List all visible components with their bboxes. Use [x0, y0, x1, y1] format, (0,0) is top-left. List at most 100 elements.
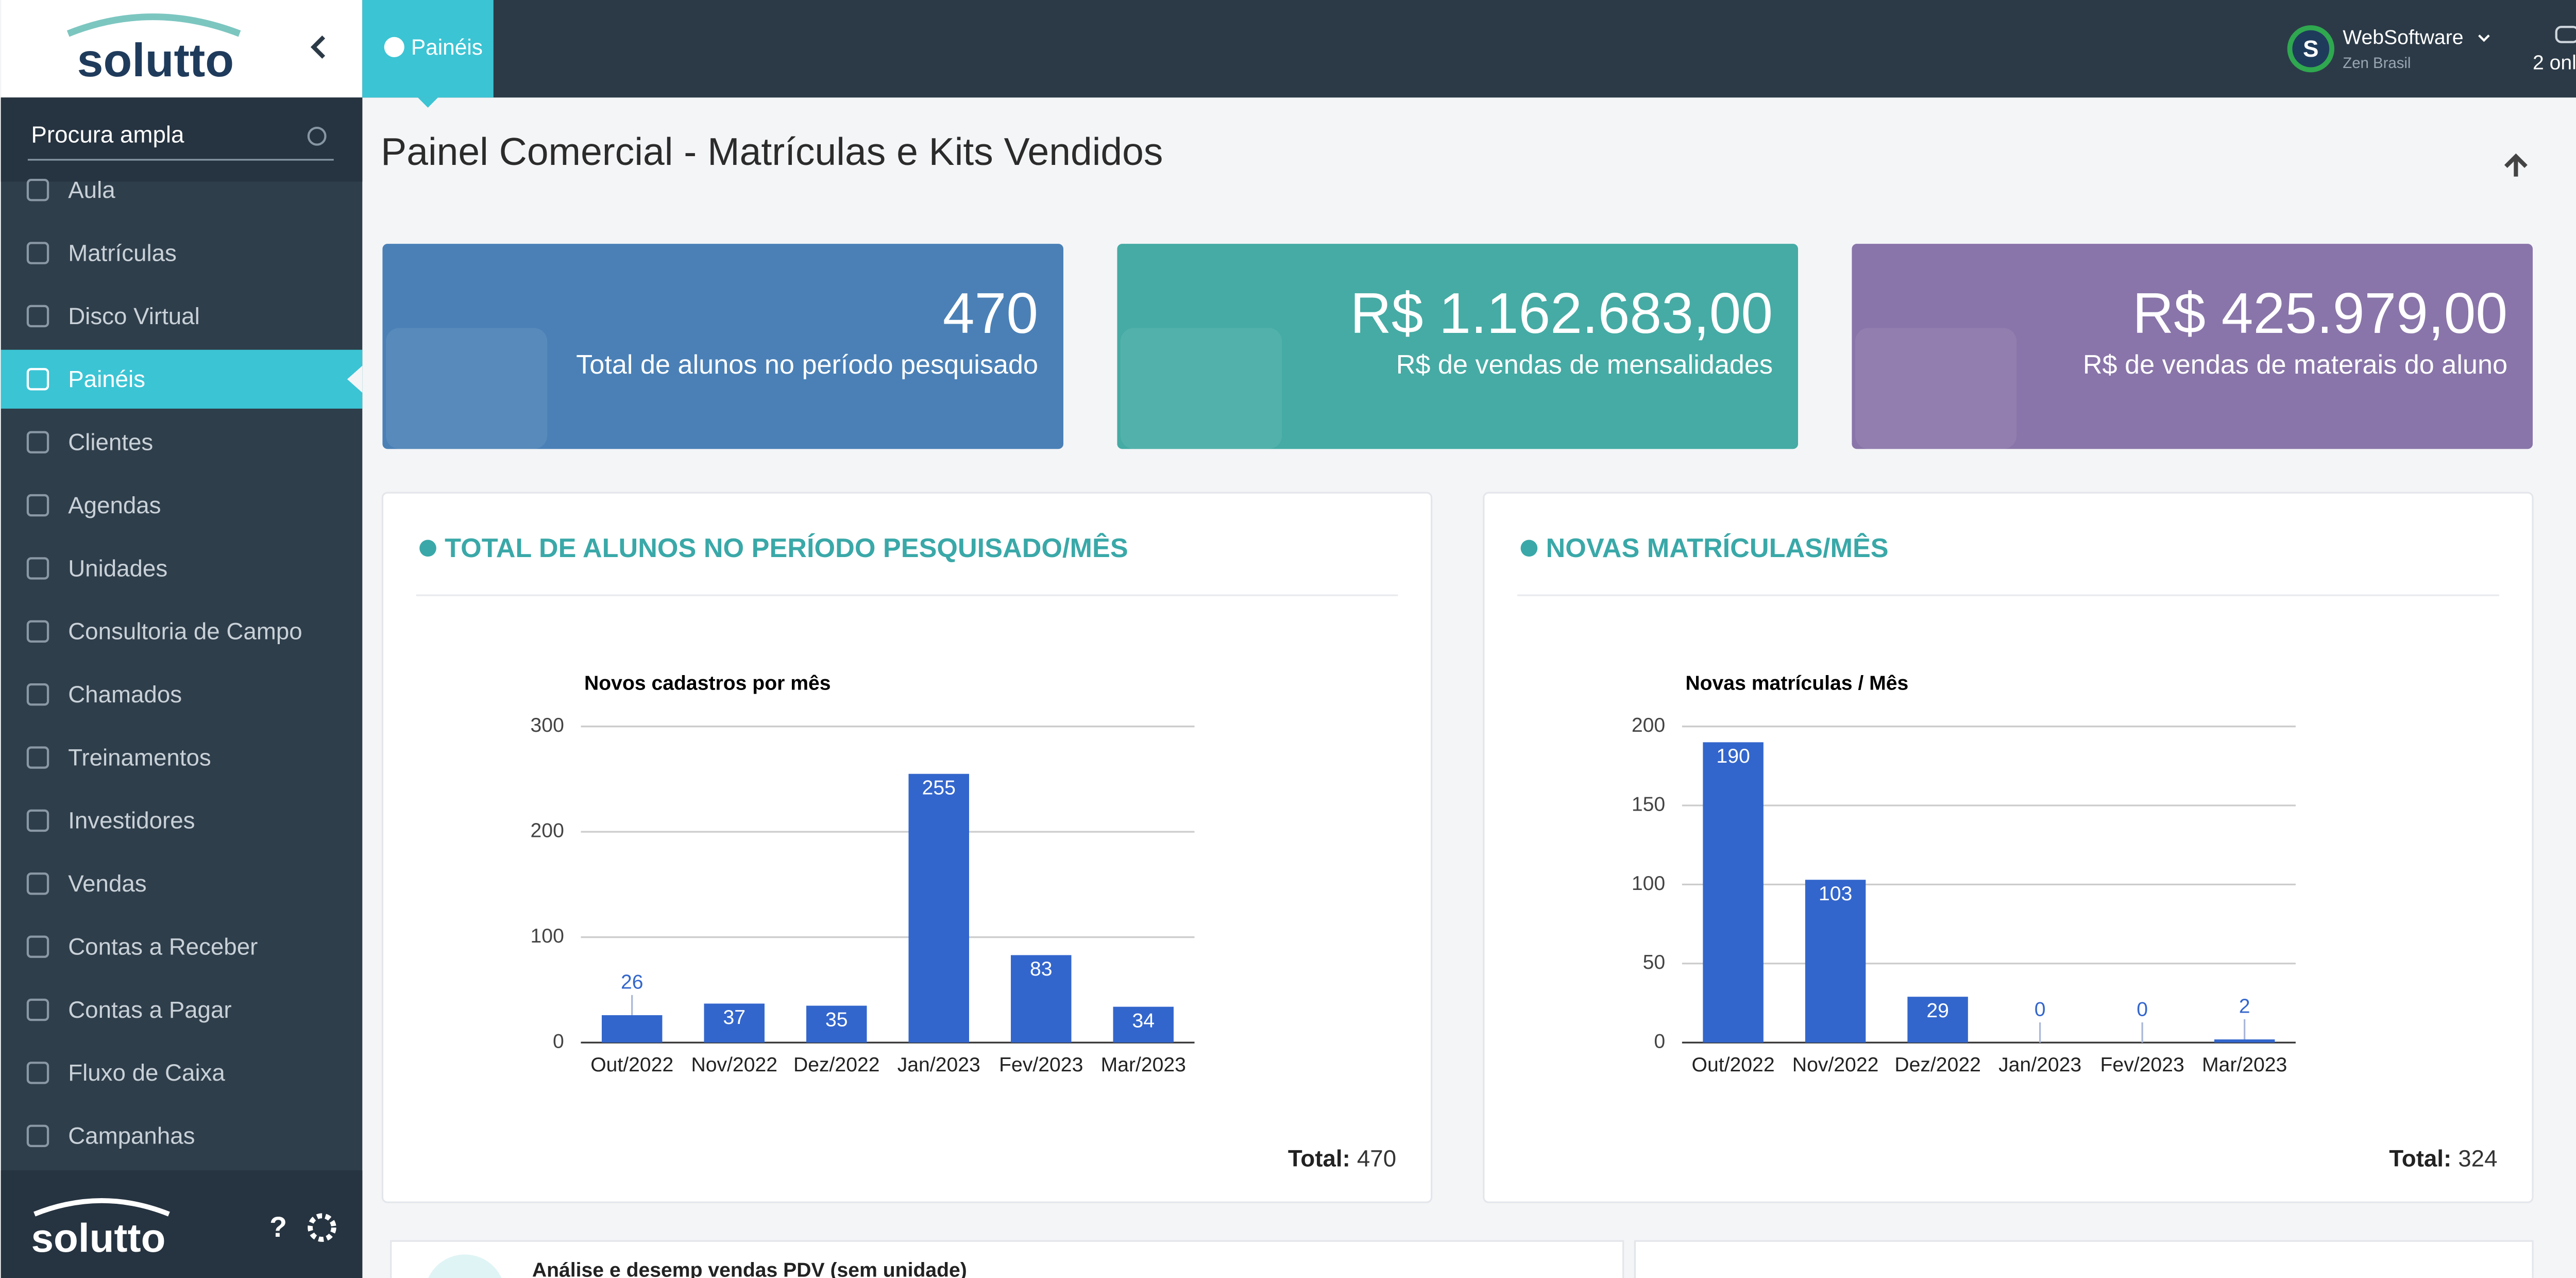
x-tick-label: Mar/2023 [1101, 1054, 1186, 1076]
page-title: Painel Comercial - Matrículas e Kits Ven… [381, 130, 1163, 173]
search-area [1, 97, 363, 182]
bar-value-label: 34 [1132, 1010, 1155, 1032]
y-tick-label: 300 [531, 714, 564, 736]
kpi-watermark [385, 328, 548, 449]
menu: Aula Matrículas Disco Virtual Painéis Client… [1, 177, 363, 1149]
search-icon[interactable] [307, 126, 327, 146]
menu-icon [26, 494, 49, 517]
total-label: Total: [1288, 1146, 1350, 1172]
menu-icon [26, 305, 49, 328]
collapse-button[interactable] [310, 35, 326, 59]
help-button[interactable]: ? [269, 1211, 287, 1243]
kpi-value: 470 [943, 281, 1038, 345]
chart-title: Novos cadastros por mês [584, 672, 831, 694]
avatar-letter: S [2303, 36, 2318, 62]
panel [381, 492, 1433, 1203]
kpi-card [1117, 244, 1798, 449]
bar [1805, 880, 1866, 1043]
bar-value-label: 29 [1926, 1000, 1949, 1022]
bottom-panel [390, 1240, 1624, 1278]
menu-item[interactable]: Aula [68, 177, 115, 203]
bottom-panel-title: Análise e desemp vendas PDV (sem unidade… [532, 1259, 967, 1278]
tab-icon [384, 37, 404, 57]
kpi-value: R$ 1.162.683,00 [1350, 281, 1773, 345]
menu-item[interactable]: Contas a Pagar [68, 997, 231, 1023]
kpi-card [382, 244, 1063, 449]
online-count[interactable]: 2 online [2533, 52, 2576, 74]
menu-icon [26, 998, 49, 1021]
panel [1483, 492, 2534, 1203]
x-tick-label: Out/2022 [1692, 1054, 1775, 1076]
company-name: Zen Brasil [2343, 55, 2411, 72]
x-tick-label: Fev/2023 [999, 1054, 1083, 1076]
kpi-watermark [1120, 328, 1282, 449]
menu-item[interactable]: Unidades [68, 555, 167, 581]
search-input[interactable]: Procura ampla [31, 121, 184, 147]
menu-icon [26, 935, 49, 958]
menu-icon [26, 746, 49, 769]
menu-item[interactable]: Chamados [68, 681, 182, 708]
user-name[interactable]: WebSoftware [2343, 26, 2463, 48]
kpi-label: R$ de vendas de mensalidades [1396, 350, 1773, 380]
menu-item[interactable]: Treinamentos [68, 744, 211, 770]
bar [2214, 1039, 2275, 1043]
menu-icon [26, 1062, 49, 1084]
footer-logo: solutto [31, 1215, 165, 1260]
x-tick-label: Dez/2022 [793, 1054, 880, 1076]
menu-icon [26, 557, 49, 580]
bar-value-label: 35 [825, 1008, 848, 1031]
menu-item-active[interactable] [1, 349, 363, 409]
cards: 470 Total de alunos no período pesquisado… [382, 244, 2533, 449]
kpi-card [1852, 244, 2533, 449]
bar [908, 773, 969, 1043]
scroll-top-button[interactable] [2504, 153, 2528, 177]
x-tick-label: Nov/2022 [691, 1054, 777, 1076]
sidebar [1, 97, 363, 1278]
menu-icon [26, 872, 49, 895]
menu-item[interactable]: Contas a Receber [68, 933, 258, 960]
menu-item[interactable]: Clientes [68, 429, 153, 456]
menu-item[interactable]: Campanhas [68, 1123, 195, 1149]
kpi-watermark [1855, 328, 2017, 449]
y-tick-label: 100 [1632, 872, 1665, 895]
menu-icon [26, 431, 49, 453]
bar-value-label: 26 [621, 971, 643, 993]
menu-item[interactable]: Vendas [68, 870, 146, 897]
menu-item[interactable]: Investidores [68, 808, 195, 834]
y-tick-label: 200 [531, 820, 564, 842]
settings-button[interactable] [308, 1213, 336, 1242]
tab-label[interactable]: Painéis [411, 35, 483, 59]
panel-icon [419, 540, 436, 557]
menu-item[interactable]: Disco Virtual [68, 303, 200, 329]
tab-active[interactable] [362, 0, 494, 98]
y-tick-label: 0 [553, 1031, 564, 1053]
menu-item[interactable]: Matrículas [68, 240, 177, 266]
y-tick-label: 150 [1632, 793, 1665, 815]
bar [1703, 742, 1764, 1043]
user-menu-caret[interactable] [2478, 35, 2490, 42]
bar-value-label: 0 [2137, 999, 2148, 1021]
kpi-label: R$ de vendas de materais do aluno [2083, 350, 2507, 380]
menu-icon [26, 1124, 49, 1147]
menu-icon [26, 242, 49, 264]
bar-value-label: 255 [922, 777, 956, 799]
bottom-panel-right [1634, 1240, 2534, 1278]
avatar [2292, 30, 2330, 68]
panel-title: TOTAL DE ALUNOS NO PERÍODO PESQUISADO/MÊ… [445, 533, 1128, 563]
bar-value-label: 103 [1819, 883, 1852, 905]
bar [1113, 1006, 1174, 1043]
bar [601, 1015, 663, 1043]
y-tick-label: 0 [1654, 1031, 1665, 1053]
menu-item[interactable]: Fluxo de Caixa [68, 1060, 225, 1086]
chat-icon[interactable] [2555, 26, 2576, 43]
x-tick-label: Mar/2023 [2202, 1054, 2287, 1076]
footer-logo-arc [33, 1198, 170, 1217]
menu-item[interactable]: Agendas [68, 492, 161, 518]
bar [1907, 997, 1968, 1043]
menu-item[interactable]: Painéis [68, 366, 145, 392]
menu-item[interactable]: Consultoria de Campo [68, 618, 302, 645]
y-tick-label: 200 [1632, 714, 1665, 736]
y-tick-label: 100 [531, 925, 564, 947]
